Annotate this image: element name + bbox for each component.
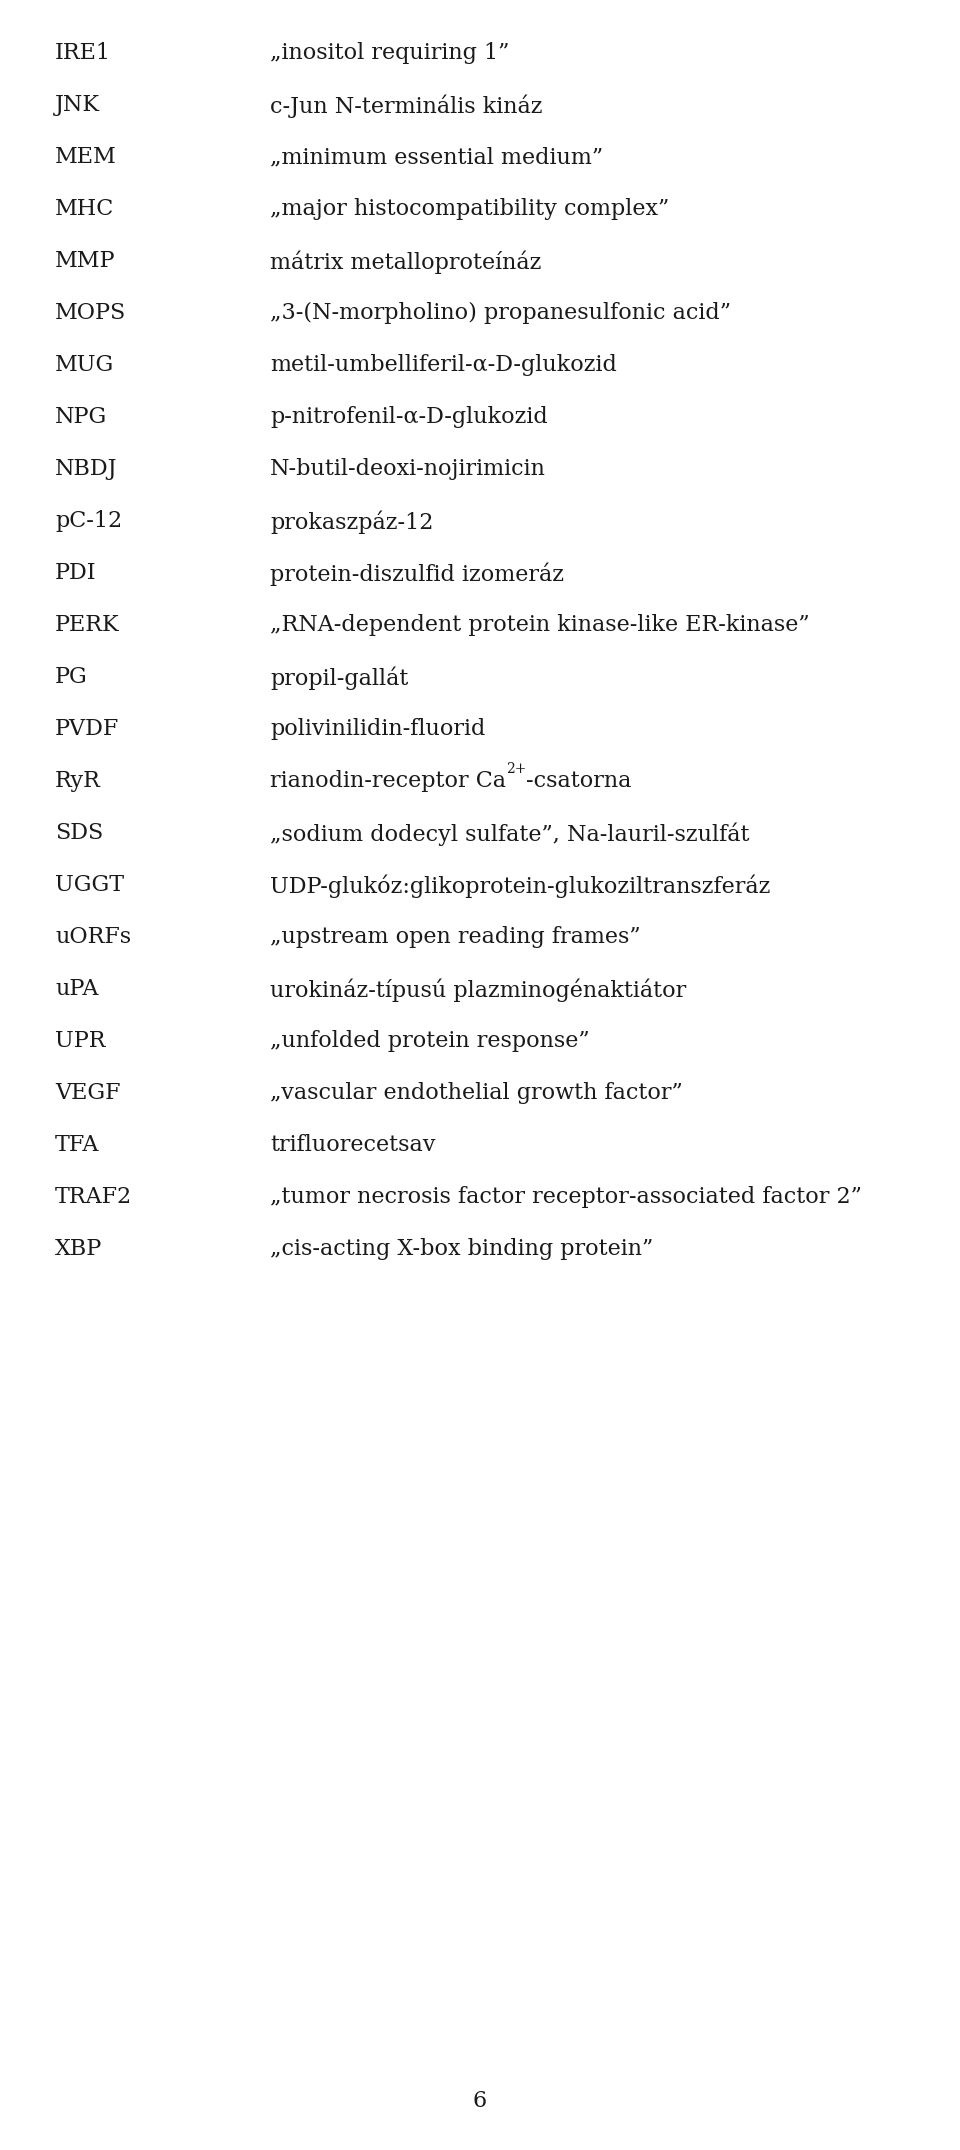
Text: UGGT: UGGT (55, 875, 124, 897)
Text: UDP-glukóz:glikoprotein-glukoziltranszferáz: UDP-glukóz:glikoprotein-glukoziltranszfe… (270, 875, 770, 897)
Text: rianodin-receptor Ca: rianodin-receptor Ca (270, 770, 506, 791)
Text: NBDJ: NBDJ (55, 458, 117, 479)
Text: „RNA-dependent protein kinase-like ER-kinase”: „RNA-dependent protein kinase-like ER-ki… (270, 615, 809, 636)
Text: XBP: XBP (55, 1238, 103, 1260)
Text: „tumor necrosis factor receptor-associated factor 2”: „tumor necrosis factor receptor-associat… (270, 1187, 862, 1208)
Text: „3-(N-morpholino) propanesulfonic acid”: „3-(N-morpholino) propanesulfonic acid” (270, 301, 731, 325)
Text: 6: 6 (473, 2090, 487, 2111)
Text: MHC: MHC (55, 198, 114, 219)
Text: mátrix metalloproteínáz: mátrix metalloproteínáz (270, 249, 541, 273)
Text: VEGF: VEGF (55, 1081, 121, 1103)
Text: MEM: MEM (55, 146, 117, 168)
Text: TRAF2: TRAF2 (55, 1187, 132, 1208)
Text: „unfolded protein response”: „unfolded protein response” (270, 1030, 589, 1051)
Text: -csatorna: -csatorna (526, 770, 632, 791)
Text: SDS: SDS (55, 821, 104, 845)
Text: pC-12: pC-12 (55, 510, 122, 531)
Text: urokináz-típusú plazminogénaktiátor: urokináz-típusú plazminogénaktiátor (270, 978, 686, 1002)
Text: „minimum essential medium”: „minimum essential medium” (270, 146, 603, 168)
Text: c-Jun N-terminális kináz: c-Jun N-terminális kináz (270, 95, 542, 118)
Text: protein-diszulfid izomeráz: protein-diszulfid izomeráz (270, 561, 564, 585)
Text: „vascular endothelial growth factor”: „vascular endothelial growth factor” (270, 1081, 683, 1103)
Text: NPG: NPG (55, 406, 108, 428)
Text: trifluorecetsav: trifluorecetsav (270, 1133, 436, 1157)
Text: „upstream open reading frames”: „upstream open reading frames” (270, 927, 640, 948)
Text: MUG: MUG (55, 355, 114, 376)
Text: JNK: JNK (55, 95, 100, 116)
Text: „cis-acting X-box binding protein”: „cis-acting X-box binding protein” (270, 1238, 653, 1260)
Text: PG: PG (55, 666, 87, 688)
Text: „sodium dodecyl sulfate”, Na-lauril-szulfát: „sodium dodecyl sulfate”, Na-lauril-szul… (270, 821, 750, 845)
Text: polivinilidin-fluorid: polivinilidin-fluorid (270, 718, 486, 740)
Text: propil-gallát: propil-gallát (270, 666, 408, 690)
Text: „major histocompatibility complex”: „major histocompatibility complex” (270, 198, 669, 219)
Text: uORFs: uORFs (55, 927, 132, 948)
Text: p-nitrofenil-α-D-glukozid: p-nitrofenil-α-D-glukozid (270, 406, 548, 428)
Text: RyR: RyR (55, 770, 101, 791)
Text: MOPS: MOPS (55, 301, 127, 325)
Text: PVDF: PVDF (55, 718, 119, 740)
Text: „inositol requiring 1”: „inositol requiring 1” (270, 43, 510, 64)
Text: PDI: PDI (55, 561, 97, 585)
Text: metil-umbelliferil-α-D-glukozid: metil-umbelliferil-α-D-glukozid (270, 355, 617, 376)
Text: TFA: TFA (55, 1133, 100, 1157)
Text: uPA: uPA (55, 978, 98, 1000)
Text: prokaszpáz-12: prokaszpáz-12 (270, 510, 433, 533)
Text: UPR: UPR (55, 1030, 106, 1051)
Text: PERK: PERK (55, 615, 120, 636)
Text: MMP: MMP (55, 249, 115, 273)
Text: 2+: 2+ (506, 761, 526, 776)
Text: N-butil-deoxi-nojirimicin: N-butil-deoxi-nojirimicin (270, 458, 546, 479)
Text: IRE1: IRE1 (55, 43, 111, 64)
